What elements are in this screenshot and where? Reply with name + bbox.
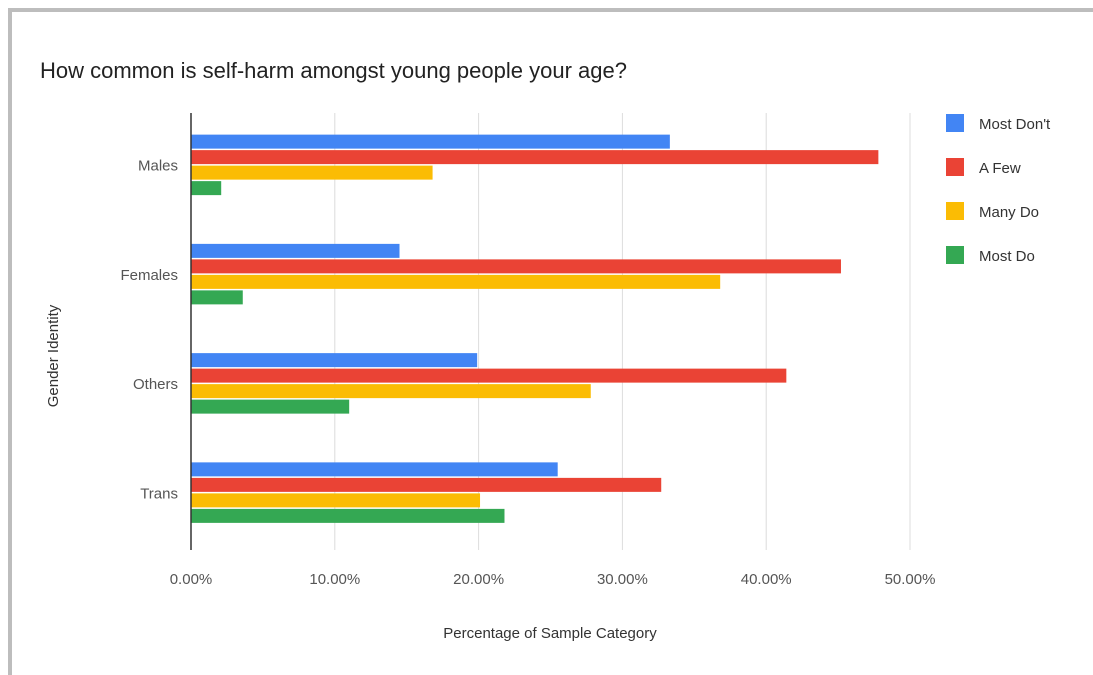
bar bbox=[191, 508, 505, 523]
legend-swatch bbox=[946, 202, 964, 220]
frame-border-left bbox=[8, 8, 12, 675]
x-tick-labels: 0.00% 10.00% 20.00% 30.00% 40.00% 50.00% bbox=[170, 571, 936, 588]
bar bbox=[191, 165, 433, 180]
legend-label: A Few bbox=[979, 160, 1021, 177]
x-tick-label: 10.00% bbox=[309, 571, 360, 588]
chart-title: How common is self-harm amongst young pe… bbox=[40, 58, 627, 83]
x-tick-label: 30.00% bbox=[597, 571, 648, 588]
legend-swatch bbox=[946, 158, 964, 176]
bar bbox=[191, 274, 721, 289]
frame-border-top bbox=[8, 8, 1093, 12]
bar bbox=[191, 243, 400, 258]
x-axis-title: Percentage of Sample Category bbox=[443, 625, 657, 642]
bar bbox=[191, 477, 662, 492]
bar bbox=[191, 368, 787, 383]
bar bbox=[191, 462, 558, 477]
bar bbox=[191, 399, 350, 414]
bar bbox=[191, 384, 591, 399]
x-tick-label: 0.00% bbox=[170, 571, 213, 588]
y-tick-label: Trans bbox=[140, 485, 178, 502]
legend-label: Many Do bbox=[979, 204, 1039, 221]
x-tick-label: 20.00% bbox=[453, 571, 504, 588]
legend-swatch bbox=[946, 246, 964, 264]
bar bbox=[191, 134, 670, 149]
y-tick-label: Males bbox=[138, 158, 178, 175]
bar bbox=[191, 181, 222, 196]
bars bbox=[191, 134, 879, 523]
bar bbox=[191, 259, 841, 274]
x-tick-label: 50.00% bbox=[885, 571, 936, 588]
gridlines bbox=[334, 113, 911, 550]
legend-label: Most Don't bbox=[979, 116, 1051, 133]
bar bbox=[191, 290, 243, 305]
y-tick-label: Females bbox=[120, 267, 178, 284]
x-tick-label: 40.00% bbox=[741, 571, 792, 588]
bar bbox=[191, 353, 478, 368]
y-tick-label: Others bbox=[133, 376, 178, 393]
bar bbox=[191, 150, 879, 165]
y-axis-title: Gender Identity bbox=[45, 304, 62, 407]
y-tick-labels: Males Females Others Trans bbox=[120, 158, 178, 503]
legend: Most Don't A Few Many Do Most Do bbox=[946, 114, 1051, 265]
legend-swatch bbox=[946, 114, 964, 132]
bar bbox=[191, 493, 481, 508]
legend-label: Most Do bbox=[979, 248, 1035, 265]
